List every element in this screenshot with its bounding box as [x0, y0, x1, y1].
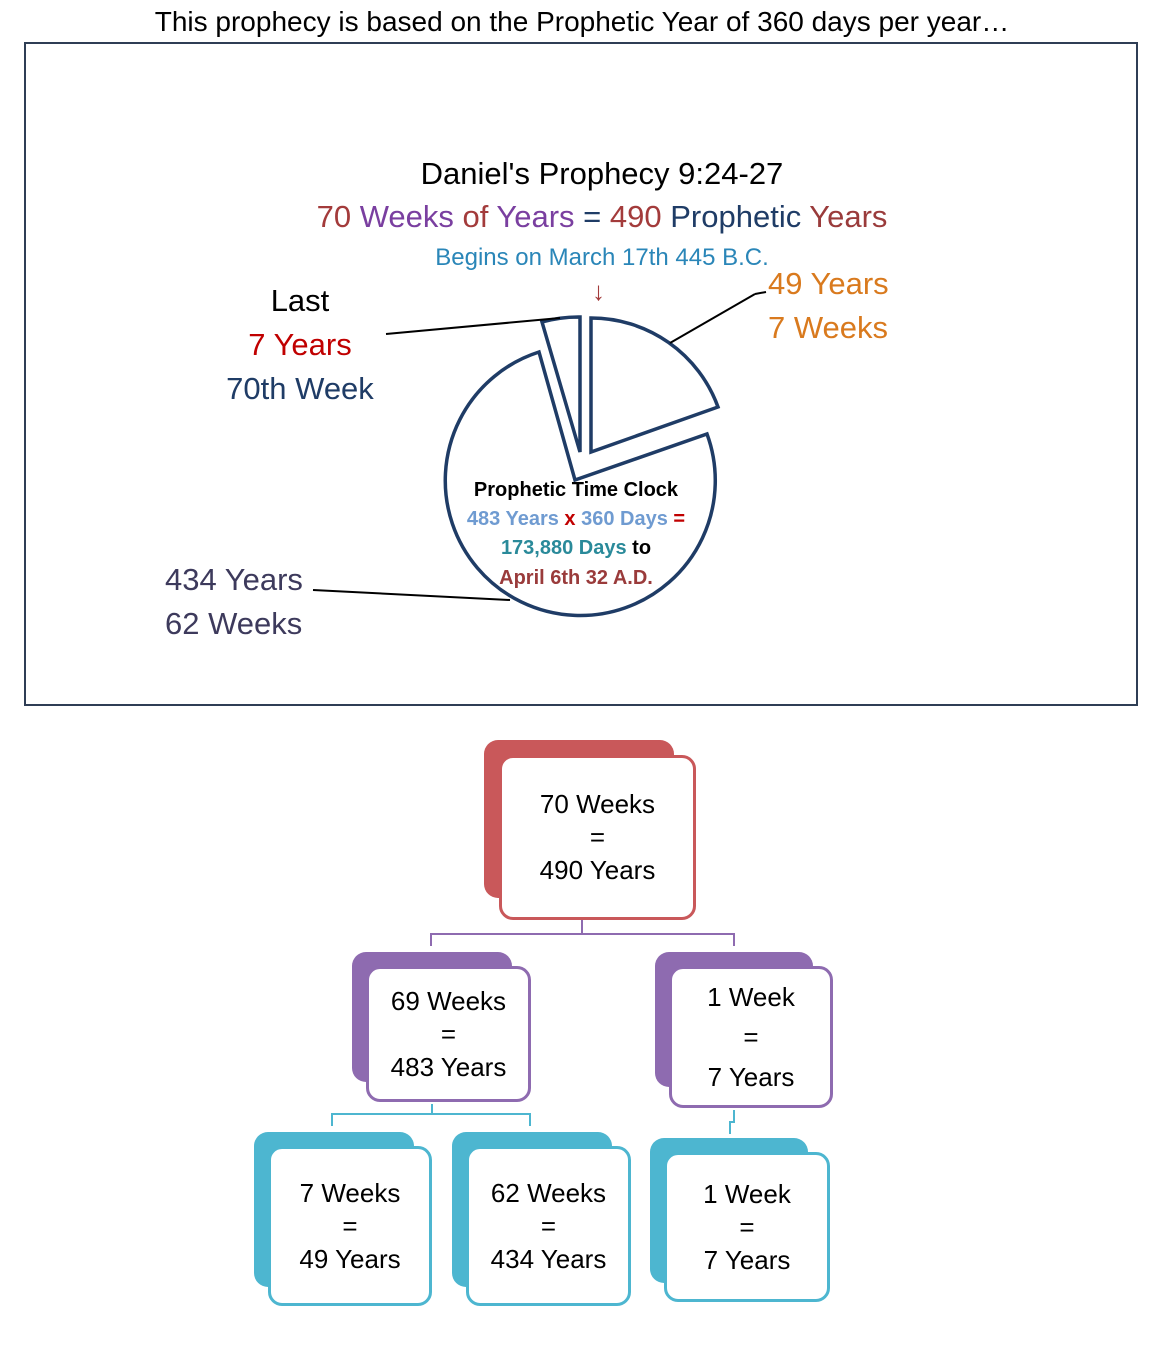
label-70th-week: 70th Week — [226, 371, 374, 406]
card-1-week-b-line2: = — [739, 1211, 755, 1242]
card-1-week-a-line3: 7 Years — [707, 1062, 795, 1092]
subtitle-weeks: Weeks — [351, 199, 454, 234]
calc-483-years: 483 Years — [466, 508, 559, 530]
label-434-years: 434 Years 62 Weeks — [165, 558, 303, 646]
total-days: 173,880 Days — [500, 537, 627, 559]
label-last-years: 7 Years — [248, 327, 352, 362]
card-1-week-b-line3: 7 Years — [703, 1244, 791, 1275]
card-7-weeks: 7 Weeks = 49 Years — [268, 1146, 432, 1306]
card-7-weeks-line1: 7 Weeks — [299, 1177, 401, 1208]
clock-subtitle: 70 Weeks of Years = 490 Prophetic Years — [0, 199, 1164, 235]
subtitle-of: of — [453, 199, 489, 234]
card-1-week-a-line2: = — [743, 1022, 759, 1052]
card-69-weeks: 69 Weeks = 483 Years — [366, 966, 531, 1102]
card-62-weeks-line1: 62 Weeks — [490, 1177, 607, 1208]
card-70-weeks-line3: 490 Years — [539, 855, 656, 885]
clock-center-title: Prophetic Time Clock — [473, 479, 679, 501]
label-7-weeks-line: 7 Weeks — [768, 310, 889, 345]
leader-line-434 — [312, 589, 511, 601]
card-70-weeks: 70 Weeks = 490 Years — [499, 755, 696, 920]
prophetic-clock-diagram — [312, 291, 767, 618]
page-header: This prophecy is based on the Prophetic … — [154, 6, 1010, 37]
clock-center-calc: 483 Years x 360 Days = — [440, 508, 712, 531]
label-434-years-line: 434 Years — [165, 562, 303, 597]
subtitle-490: 490 — [609, 199, 662, 234]
card-70-weeks-line1: 70 Weeks — [539, 789, 656, 819]
card-62-weeks-line2: = — [540, 1210, 557, 1241]
clock-title: Daniel's Prophecy 9:24-27 — [420, 156, 784, 191]
calc-equals: = — [667, 508, 686, 530]
connector-69-weeks — [331, 1104, 531, 1126]
card-7-weeks-line2: = — [342, 1210, 358, 1241]
card-69-weeks-line2: = — [440, 1018, 457, 1049]
calc-360-days: 360 Days — [581, 508, 668, 530]
card-62-weeks: 62 Weeks = 434 Years — [466, 1146, 631, 1306]
subtitle-70: 70 — [316, 199, 352, 234]
card-70-weeks-line2: = — [589, 822, 606, 852]
card-1-week-a: 1 Week = 7 Years — [669, 966, 833, 1108]
connector-1-week — [729, 1110, 735, 1134]
card-69-weeks-line1: 69 Weeks — [390, 985, 507, 1016]
card-1-week-b: 1 Week = 7 Years — [664, 1152, 830, 1302]
subtitle-years-2: Years — [801, 199, 888, 234]
label-49-years: 49 Years 7 Weeks — [768, 262, 889, 350]
leader-line-last — [385, 317, 561, 335]
clock-center-end-date: April 6th 32 A.D. — [499, 567, 653, 589]
clock-center-total: 173,880 Days to — [440, 537, 712, 560]
card-1-week-a-line1: 1 Week — [707, 982, 795, 1012]
total-to: to — [626, 537, 652, 559]
label-49-years-line: 49 Years — [768, 266, 889, 301]
start-arrow-icon: ↓ — [592, 276, 605, 306]
leader-line-49-tail — [754, 291, 767, 295]
card-62-weeks-line3: 434 Years — [490, 1243, 607, 1274]
pie-slice-49-years — [589, 316, 721, 455]
subtitle-equals: = — [574, 199, 610, 234]
label-62-weeks-line: 62 Weeks — [165, 606, 303, 641]
connector-root — [430, 920, 735, 946]
clock-panel — [24, 42, 1138, 706]
pie-slice-last-7-years — [539, 315, 582, 453]
label-last: Last — [270, 283, 330, 318]
subtitle-years: Years — [488, 199, 575, 234]
card-7-weeks-line3: 49 Years — [299, 1243, 401, 1274]
begins-date: Begins on March 17th 445 B.C. — [435, 244, 769, 271]
leader-line-49 — [669, 293, 756, 344]
label-last-week: Last 7 Years 70th Week — [200, 279, 400, 411]
pie-slice-434-years — [443, 349, 718, 618]
card-69-weeks-line3: 483 Years — [390, 1051, 507, 1082]
subtitle-prophetic: Prophetic — [661, 199, 802, 234]
card-1-week-b-line1: 1 Week — [703, 1178, 791, 1209]
calc-times: x — [558, 508, 582, 530]
